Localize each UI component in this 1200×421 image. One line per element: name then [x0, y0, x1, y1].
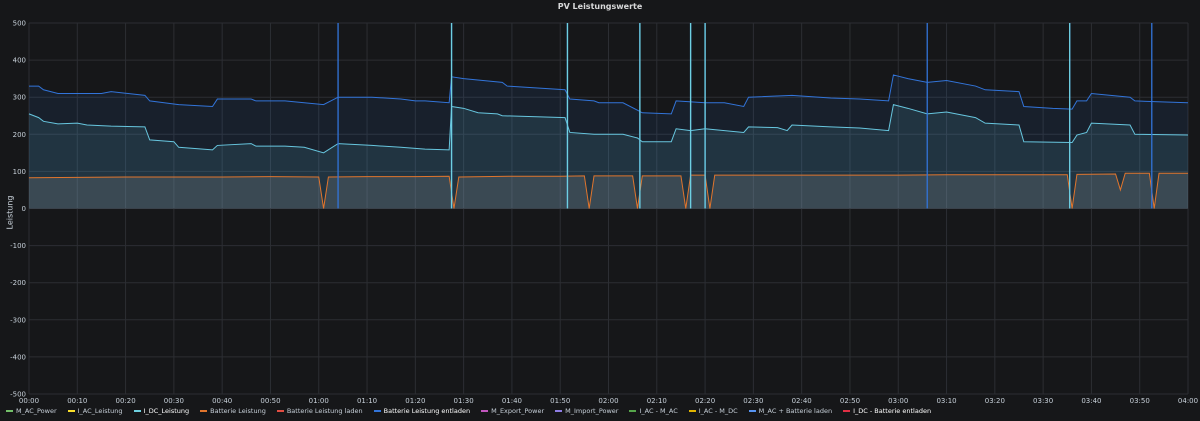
x-tick-label: 02:00 — [598, 397, 618, 405]
legend-swatch — [555, 410, 563, 412]
x-tick-label: 00:50 — [260, 397, 280, 405]
series-line-2 — [28, 172, 1188, 209]
x-tick-label: 02:50 — [840, 397, 860, 405]
x-tick-label: 04:00 — [1178, 397, 1198, 405]
legend-item[interactable]: I_AC - M_AC — [629, 407, 678, 415]
series-area-2 — [29, 173, 1188, 209]
legend-item[interactable]: M_Import_Power — [555, 407, 618, 415]
legend-swatch — [133, 410, 141, 412]
legend-label: M_AC + Batterie laden — [758, 407, 833, 415]
legend-label: Batterie Leistung entladen — [383, 407, 471, 415]
x-tick-label: 01:40 — [502, 397, 522, 405]
x-tick-label: 01:30 — [454, 397, 474, 405]
y-tick-label: 100 — [13, 168, 26, 176]
legend-item[interactable]: M_Export_Power — [481, 407, 544, 415]
chart-canvas[interactable]: 500 400 300 200 100 0 -100 -200 -300 -400 -50000:0… — [0, 0, 1200, 406]
y-tick-label: 500 — [13, 20, 26, 28]
series-line-1 — [29, 74, 1189, 115]
legend-label: M_Export_Power — [491, 407, 545, 415]
legend-label: I_DC - Batterie entladen — [853, 407, 932, 415]
legend-label: Batterie Leistung laden — [286, 407, 363, 415]
x-tick-label: 00:10 — [67, 397, 87, 405]
x-tick-label: 02:30 — [743, 397, 763, 405]
series-line-0 — [28, 104, 1189, 154]
y-tick-label: 200 — [13, 131, 26, 139]
x-tick-label: 03:00 — [888, 397, 908, 405]
x-tick-label: 00:20 — [115, 397, 135, 405]
legend-item[interactable]: Batterie Leistung — [200, 407, 266, 415]
legend-item[interactable]: I_DC - Batterie entladen — [843, 407, 931, 415]
y-tick-label: 300 — [13, 94, 26, 102]
x-tick-label: 00:00 — [19, 397, 39, 405]
legend-item[interactable]: I_AC_Leistung — [67, 407, 123, 415]
legend-item[interactable]: I_AC - M_DC — [688, 407, 738, 415]
x-tick-label: 01:00 — [309, 397, 329, 405]
chart-title: PV Leistungswerte — [557, 2, 643, 11]
legend-label: I_AC - M_AC — [639, 407, 678, 415]
x-tick-label: 03:50 — [1130, 397, 1150, 405]
series-area-0 — [29, 104, 1188, 209]
y-tick-label: 400 — [13, 57, 26, 65]
legend-item[interactable]: Batterie Leistung entladen — [373, 407, 471, 415]
legend-label: M_AC_Power — [16, 407, 57, 415]
legend-swatch — [67, 410, 75, 412]
legend-item[interactable]: M_AC + Batterie laden — [748, 407, 833, 415]
legend-label: I_AC - M_DC — [698, 407, 738, 415]
legend-label: M_Import_Power — [565, 407, 619, 415]
legend-item[interactable]: Batterie Leistung laden — [276, 407, 363, 415]
y-tick-label: 0 — [22, 205, 26, 213]
x-tick-label: 01:10 — [357, 397, 377, 405]
legend-label: Batterie Leistung — [210, 407, 266, 415]
legend-swatch — [276, 410, 284, 412]
legend-swatch — [481, 410, 489, 412]
x-tick-label: 03:10 — [936, 397, 956, 405]
legend-swatch — [688, 410, 696, 412]
x-tick-label: 03:40 — [1081, 397, 1101, 405]
x-tick-label: 03:20 — [985, 397, 1005, 405]
x-tick-label: 00:40 — [212, 397, 232, 405]
y-tick-label: -300 — [10, 316, 26, 324]
legend-swatch — [200, 410, 208, 412]
legend-label: I_DC_Leistung — [143, 407, 190, 415]
legend: M_AC_Power I_AC_Leistung I_DC_Leistung Batt… — [6, 407, 1196, 415]
y-tick-label: -100 — [10, 242, 26, 250]
x-tick-label: 02:20 — [695, 397, 715, 405]
legend-swatch — [843, 410, 851, 412]
x-tick-label: 01:20 — [405, 397, 425, 405]
x-tick-label: 03:30 — [1033, 397, 1053, 405]
legend-swatch — [373, 410, 381, 412]
legend-swatch — [629, 410, 637, 412]
legend-swatch — [6, 410, 13, 412]
x-tick-label: 02:40 — [792, 397, 812, 405]
x-tick-label: 00:30 — [164, 397, 184, 405]
x-tick-label: 02:10 — [647, 397, 667, 405]
y-tick-label: -500 — [10, 391, 26, 399]
legend-item[interactable]: M_AC_Power — [6, 407, 57, 415]
y-tick-label: -200 — [10, 279, 26, 287]
legend-swatch — [748, 410, 756, 412]
legend-label: I_AC_Leistung — [77, 407, 123, 415]
y-tick-label: -400 — [10, 353, 26, 361]
x-tick-label: 01:50 — [550, 397, 570, 405]
legend-item[interactable]: I_DC_Leistung — [133, 407, 190, 415]
